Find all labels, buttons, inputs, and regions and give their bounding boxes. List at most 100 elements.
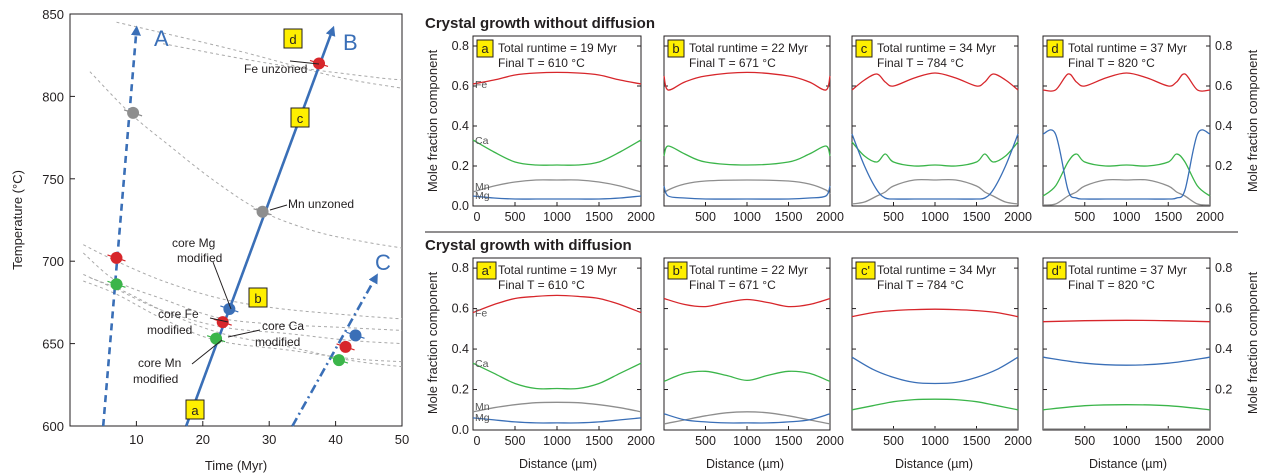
fe-profile <box>663 71 831 91</box>
x-tick-label: 1500 <box>585 210 613 224</box>
final-temperature-label: Final T = 820 °C <box>1068 56 1155 70</box>
panel-tag: d' <box>1046 261 1067 280</box>
x-tick-label: 1000 <box>543 210 571 224</box>
left-plot-frame <box>69 13 403 427</box>
panel-c-prime: 500 1000 1500 2000 c' Total runtime = 34 MyrF… <box>851 257 1032 448</box>
core-mg-label-1: core Mg <box>172 236 215 250</box>
svg-text:c: c <box>297 111 304 126</box>
x-tick-label: 500 <box>505 434 526 448</box>
svg-text:a: a <box>191 403 199 418</box>
final-temperature-label: Final T = 610 °C <box>498 56 585 70</box>
x-tick-label: 1500 <box>585 434 613 448</box>
tag-box <box>667 261 688 280</box>
panel-tag: c <box>855 39 873 58</box>
mn-component-label: Mn <box>475 401 490 413</box>
runtime-label: Total runtime = 37 Myr <box>1068 41 1187 55</box>
fe-unzoned-label: Fe unzoned <box>244 62 307 76</box>
left-tag-d: d <box>283 28 303 49</box>
panel-tag: c' <box>855 261 876 280</box>
runtime-label: Total runtime = 22 Myr <box>689 263 808 277</box>
left-x-axis-label: Time (Myr) <box>205 458 267 473</box>
core-mn-label-2: modified <box>133 372 178 386</box>
x-tick-label: 1000 <box>733 434 761 448</box>
core-fe-label-2: modified <box>147 323 192 337</box>
mg-component-label: Mg <box>475 190 490 202</box>
bottom-row-title: Crystal growth with diffusion <box>425 237 632 254</box>
left-y-tick-label: 600 <box>42 419 64 434</box>
tag-label: c' <box>861 263 870 278</box>
annotation-leaders <box>191 60 320 365</box>
x-tick-label: 1500 <box>1154 434 1182 448</box>
x-tick-label: 1500 <box>963 210 991 224</box>
fe-profile <box>851 308 1019 318</box>
red-marker <box>339 340 352 353</box>
mg-profile <box>663 413 831 424</box>
x-tick-label: 2000 <box>816 210 844 224</box>
core-mn-label-1: core Mn <box>138 356 181 370</box>
panel-tag: b <box>667 39 685 58</box>
y-tick-label-right: 0.4 <box>1215 342 1232 356</box>
path-label-c: C <box>375 250 391 275</box>
ca-profile <box>472 139 642 166</box>
x-axis-label-2: Distance (µm) <box>706 457 784 471</box>
x-tick-label: 500 <box>883 210 904 224</box>
fe-component-label: Fe <box>475 79 487 91</box>
tag-label: c <box>861 41 868 56</box>
y-tick-label-right: 0.4 <box>1215 119 1232 133</box>
fe-profile <box>472 294 642 314</box>
path-label-b: B <box>343 30 358 55</box>
panel-c: 500 1000 1500 2000 c Total runtime = 34 MyrFi… <box>851 35 1032 224</box>
mn-profile <box>663 179 831 195</box>
x-tick-label: 1000 <box>921 210 949 224</box>
path-markers <box>107 57 365 367</box>
core-mg-label-2: modified <box>177 251 222 265</box>
ca-profile <box>663 145 831 166</box>
y-tick-label-right: 0.6 <box>1215 79 1232 93</box>
x-tick-label: 500 <box>695 434 716 448</box>
left-tag-b: b <box>248 287 268 308</box>
ca-profile <box>851 141 1019 167</box>
runtime-label: Total runtime = 19 Myr <box>498 41 617 55</box>
x-tick-label: 1500 <box>1154 210 1182 224</box>
green-marker <box>210 332 223 345</box>
pt-paths <box>101 25 378 427</box>
x-tick-label: 500 <box>1074 210 1095 224</box>
core-fe-label-1: core Fe <box>158 307 199 321</box>
core-ca-label-2: modified <box>255 335 300 349</box>
x-tick-label: 500 <box>1074 434 1095 448</box>
y-tick-label: 0.2 <box>452 383 469 397</box>
y-tick-label-right: 0.8 <box>1215 261 1232 275</box>
x-tick-label: 1500 <box>775 210 803 224</box>
path-b-line <box>184 25 336 427</box>
y-tick-label: 0.4 <box>452 119 469 133</box>
left-y-tick-label: 750 <box>42 172 64 187</box>
final-temperature-label: Final T = 671 °C <box>689 278 776 292</box>
left-axis-ticks: 10 20 30 40 50 600 650 700 750 800 850 <box>42 7 409 447</box>
mg-profile <box>472 195 642 200</box>
final-temperature-label: Final T = 820 °C <box>1068 278 1155 292</box>
bottom-right-y-axis-label: Mole fraction component <box>1245 271 1260 414</box>
mg-profile <box>1042 356 1211 366</box>
mg-profile <box>472 417 642 424</box>
panel-b: 500 1000 1500 2000 b Total runtime = 22 MyrFi… <box>663 35 844 224</box>
x-tick-label-zero: 0 <box>474 210 481 224</box>
panel-tag: b' <box>667 261 688 280</box>
x-axis-label-1: Distance (µm) <box>519 457 597 471</box>
mn-unzoned-label: Mn unzoned <box>288 197 354 211</box>
mn-profile <box>472 401 642 413</box>
y-tick-label: 0.2 <box>452 159 469 173</box>
panel-d-prime: 500 1000 1500 2000 0.2 0.4 0.6 0.8 d' Total runti… <box>1042 257 1232 448</box>
y-tick-label: 0.0 <box>452 199 469 213</box>
left-tag-c: c <box>290 107 310 128</box>
contour-8 <box>89 277 403 368</box>
x-tick-label: 1000 <box>1113 210 1141 224</box>
fe-profile <box>851 72 1019 91</box>
left-x-tick-label: 30 <box>262 432 276 447</box>
ca-profile <box>1042 404 1211 411</box>
fe-profile <box>1042 319 1211 323</box>
left-x-tick-label: 20 <box>196 432 210 447</box>
x-axis-label-3: Distance (µm) <box>895 457 973 471</box>
final-temperature-label: Final T = 671 °C <box>689 56 776 70</box>
blue-marker <box>223 302 236 315</box>
panel-b-prime: 500 1000 1500 2000 b' Total runtime = 22 MyrF… <box>663 257 844 448</box>
